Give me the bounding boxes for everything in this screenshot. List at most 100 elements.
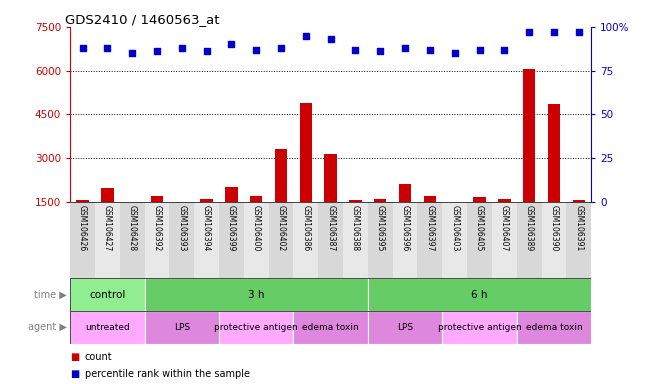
Bar — [325, 154, 337, 202]
Text: GSM106399: GSM106399 — [227, 205, 236, 252]
Point — [425, 46, 436, 53]
Bar — [293, 311, 368, 344]
Bar — [399, 184, 411, 202]
Text: GSM106395: GSM106395 — [376, 205, 385, 252]
Text: GSM106426: GSM106426 — [78, 205, 87, 252]
Bar — [548, 104, 560, 202]
Bar — [498, 199, 510, 202]
Bar — [517, 311, 591, 344]
Bar — [523, 69, 535, 202]
Point — [102, 45, 113, 51]
Bar — [126, 202, 138, 206]
Point — [77, 45, 88, 51]
Bar — [225, 187, 238, 202]
Bar — [566, 202, 591, 278]
Bar — [70, 278, 144, 311]
Bar — [517, 202, 542, 278]
Text: GSM106428: GSM106428 — [128, 205, 137, 252]
Text: 6 h: 6 h — [472, 290, 488, 300]
Text: ■: ■ — [70, 352, 79, 362]
Text: GSM106402: GSM106402 — [277, 205, 285, 252]
Text: GSM106394: GSM106394 — [202, 205, 211, 252]
Bar — [343, 202, 368, 278]
Text: GSM106390: GSM106390 — [550, 205, 558, 252]
Point — [375, 48, 385, 55]
Point — [301, 33, 311, 39]
Text: GSM106397: GSM106397 — [426, 205, 434, 252]
Text: GSM106400: GSM106400 — [252, 205, 261, 252]
Point — [573, 29, 584, 35]
Point — [499, 46, 510, 53]
Bar — [349, 200, 361, 202]
Point — [450, 50, 460, 56]
Text: time ▶: time ▶ — [34, 290, 67, 300]
Bar — [474, 197, 486, 202]
Point — [399, 45, 410, 51]
Bar — [250, 196, 263, 202]
Bar — [70, 202, 95, 278]
Point — [251, 46, 262, 53]
Text: protective antigen: protective antigen — [214, 323, 298, 332]
Text: count: count — [85, 352, 112, 362]
Text: ■: ■ — [70, 369, 79, 379]
Point — [474, 46, 485, 53]
Bar — [144, 278, 368, 311]
Text: untreated: untreated — [85, 323, 130, 332]
Bar — [200, 199, 213, 202]
Text: GSM106393: GSM106393 — [177, 205, 186, 252]
Bar — [542, 202, 566, 278]
Bar — [293, 202, 318, 278]
Bar — [374, 199, 387, 202]
Bar — [120, 202, 144, 278]
Bar — [572, 200, 585, 202]
Point — [524, 29, 534, 35]
Text: control: control — [89, 290, 126, 300]
Bar — [101, 189, 114, 202]
Text: percentile rank within the sample: percentile rank within the sample — [85, 369, 250, 379]
Bar — [144, 311, 219, 344]
Point — [276, 45, 287, 51]
Bar — [244, 202, 269, 278]
Bar — [492, 202, 517, 278]
Text: edema toxin: edema toxin — [303, 323, 359, 332]
Text: GSM106403: GSM106403 — [450, 205, 459, 252]
Bar — [368, 278, 591, 311]
Text: GSM106427: GSM106427 — [103, 205, 112, 252]
Bar — [170, 202, 194, 278]
Text: edema toxin: edema toxin — [526, 323, 582, 332]
Bar — [300, 103, 312, 202]
Point — [176, 45, 187, 51]
Text: GSM106389: GSM106389 — [524, 205, 534, 252]
Bar — [393, 202, 418, 278]
Text: protective antigen: protective antigen — [438, 323, 522, 332]
Point — [226, 41, 236, 47]
Text: LPS: LPS — [397, 323, 413, 332]
Point — [201, 48, 212, 55]
Bar — [76, 200, 89, 202]
Text: GSM106391: GSM106391 — [574, 205, 583, 252]
Point — [127, 50, 138, 56]
Bar — [318, 202, 343, 278]
Point — [325, 36, 336, 42]
Point — [152, 48, 162, 55]
Bar — [424, 196, 436, 202]
Bar — [467, 202, 492, 278]
Bar — [368, 311, 442, 344]
Bar — [219, 202, 244, 278]
Bar — [418, 202, 442, 278]
Bar — [70, 311, 144, 344]
Point — [548, 29, 559, 35]
Text: GSM106387: GSM106387 — [326, 205, 335, 252]
Bar — [219, 311, 293, 344]
Text: GSM106396: GSM106396 — [401, 205, 409, 252]
Bar — [442, 311, 517, 344]
Text: GDS2410 / 1460563_at: GDS2410 / 1460563_at — [65, 13, 219, 26]
Text: GSM106392: GSM106392 — [152, 205, 162, 252]
Text: GSM106405: GSM106405 — [475, 205, 484, 252]
Bar — [151, 196, 163, 202]
Bar — [275, 149, 287, 202]
Bar — [269, 202, 293, 278]
Bar — [95, 202, 120, 278]
Text: GSM106407: GSM106407 — [500, 205, 509, 252]
Point — [350, 46, 361, 53]
